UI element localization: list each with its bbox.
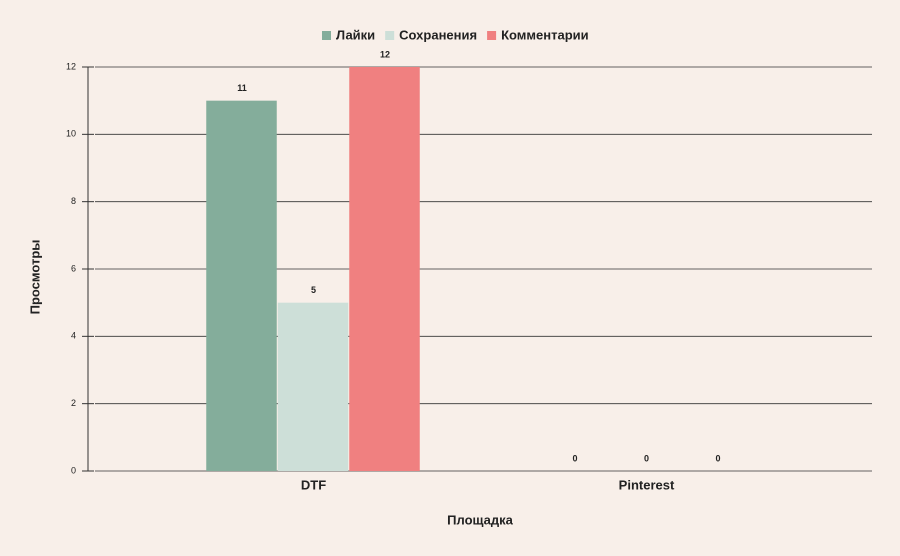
x-axis-title: Площадка xyxy=(447,512,513,527)
y-axis-title: Просмотры xyxy=(27,240,42,315)
value-label: 11 xyxy=(237,83,247,93)
value-label: 5 xyxy=(311,285,316,295)
bar xyxy=(206,100,277,472)
legend-swatch xyxy=(385,31,395,40)
legend-label: Лайки xyxy=(336,27,375,42)
bar xyxy=(349,67,420,471)
y-tick-label: 12 xyxy=(66,61,76,71)
x-tick-label: DTF xyxy=(301,477,326,492)
value-label: 0 xyxy=(715,453,720,463)
y-tick-label: 4 xyxy=(71,331,76,341)
y-tick-label: 0 xyxy=(71,465,76,475)
value-label: 0 xyxy=(572,453,577,463)
value-label: 0 xyxy=(644,453,649,463)
legend-swatch xyxy=(322,31,331,40)
legend-label: Сохранения xyxy=(399,27,477,42)
value-label: 12 xyxy=(380,49,390,59)
y-tick-label: 8 xyxy=(71,196,76,206)
legend-label: Комментарии xyxy=(501,27,589,42)
bar xyxy=(277,302,349,471)
y-tick-label: 6 xyxy=(71,263,76,273)
y-tick-label: 10 xyxy=(66,129,76,139)
legend-swatch xyxy=(487,31,497,40)
y-tick-label: 2 xyxy=(71,398,76,408)
x-tick-label: Pinterest xyxy=(619,477,675,492)
